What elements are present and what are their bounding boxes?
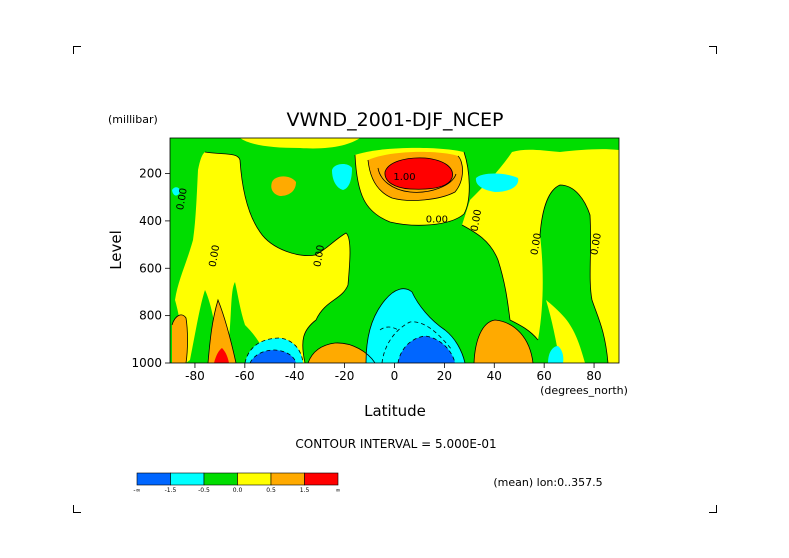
crop-mark-bottom-left xyxy=(73,505,81,513)
region-cyan-south-pole-dot xyxy=(172,187,180,196)
contour-interval-text: CONTOUR INTERVAL = 5.000E-01 xyxy=(295,437,496,451)
y-tick-label: 200 xyxy=(139,167,162,181)
filled-contours xyxy=(170,138,619,363)
colorbar-label: 1.5 xyxy=(300,487,310,494)
colorbar: -∞ -1.5 -0.5 0.0 0.5 1.5 ∞ xyxy=(133,472,341,494)
region-cyan-upper-mid xyxy=(332,164,352,190)
y-tick-label: 400 xyxy=(139,214,162,228)
chart-title: VWND_2001-DJF_NCEP xyxy=(287,109,504,131)
y-unit-label: (millibar) xyxy=(108,113,158,126)
region-cyan-far-north xyxy=(548,346,564,363)
colorbar-swatch xyxy=(270,472,305,486)
region-orange-south-lower xyxy=(308,342,375,363)
x-axis-label: Latitude xyxy=(364,402,426,420)
y-axis: 200 400 600 800 1000 xyxy=(131,167,170,370)
region-yellow-far-north xyxy=(546,300,585,363)
colorbar-swatch xyxy=(237,472,272,486)
negative-contour-lines xyxy=(244,321,456,363)
colorbar-label: 0.5 xyxy=(266,487,276,494)
crop-mark-top-right xyxy=(709,46,717,54)
x-axis: -80 -60 -40 -20 0 20 40 60 80 xyxy=(185,363,602,383)
crop-mark-bottom-right xyxy=(709,505,717,513)
x-tick-label: -60 xyxy=(235,369,255,383)
colorbar-label: -1.5 xyxy=(165,487,177,494)
region-blue-south-lower xyxy=(250,350,296,363)
colorbar-swatch xyxy=(136,472,171,486)
crop-mark-top-left xyxy=(73,46,81,54)
colorbar-label: -0.5 xyxy=(198,487,210,494)
region-yellow-top-strip xyxy=(240,138,360,149)
y-tick-label: 1000 xyxy=(131,356,162,370)
x-tick-label: 0 xyxy=(391,369,399,383)
contour-value-label: 0.00 xyxy=(426,215,448,226)
contour-lines xyxy=(171,151,609,363)
contour-value-label: 0.00 xyxy=(175,187,190,211)
contour-value-label: 1.00 xyxy=(393,172,415,183)
contour-value-label: 0.00 xyxy=(469,209,484,233)
x-tick-label: 60 xyxy=(537,369,552,383)
x-tick-label: -20 xyxy=(335,369,355,383)
mean-longitude-text: (mean) lon:0..357.5 xyxy=(493,476,602,489)
colorbar-swatch xyxy=(304,472,339,486)
colorbar-swatch xyxy=(170,472,205,486)
region-red-south-spike xyxy=(214,348,229,363)
x-tick-label: 20 xyxy=(437,369,452,383)
contour-value-label: 0.00 xyxy=(312,244,327,268)
contour-value-label: 0.00 xyxy=(208,244,223,268)
region-red-jet-core xyxy=(384,157,453,190)
x-unit-label: (degrees_north) xyxy=(540,384,628,397)
region-orange-south-pole-bump xyxy=(208,300,236,363)
region-orange-small xyxy=(271,176,296,196)
x-tick-label: -40 xyxy=(285,369,305,383)
contour-value-label: 0.00 xyxy=(589,232,604,256)
region-cyan-upper-north xyxy=(475,173,519,192)
region-orange-south-edge xyxy=(172,314,188,363)
region-yellow-north xyxy=(462,149,619,363)
colorbar-swatch xyxy=(203,472,238,486)
colorbar-label: ∞ xyxy=(336,487,341,494)
colorbar-label: 0.0 xyxy=(233,487,243,494)
y-tick-label: 800 xyxy=(139,309,162,323)
contour-label-group: 0.00 0.00 0.00 1.00 0.00 0.00 0.00 0.00 xyxy=(175,172,604,268)
y-axis-label: Level xyxy=(107,230,125,270)
x-tick-label: 80 xyxy=(586,369,601,383)
x-tick-label: 40 xyxy=(487,369,502,383)
y-tick-label: 600 xyxy=(139,261,162,275)
x-tick-label: -80 xyxy=(185,369,205,383)
colorbar-label: -∞ xyxy=(133,487,140,494)
contour-value-label: 0.00 xyxy=(529,232,544,256)
